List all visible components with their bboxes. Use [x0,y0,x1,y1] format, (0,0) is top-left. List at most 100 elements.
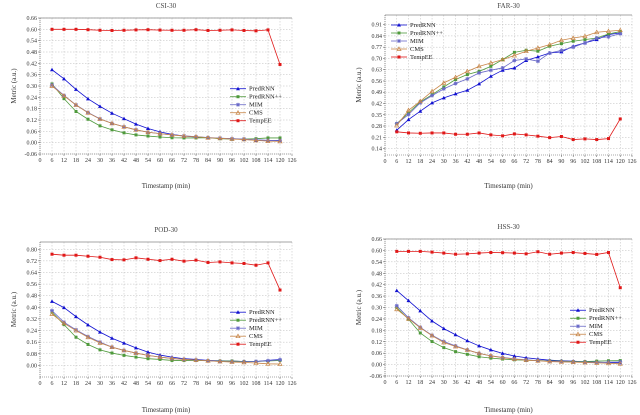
data-point [454,252,458,256]
chart-title: POD-30 [154,226,178,234]
data-point [453,343,458,348]
data-point [477,131,481,135]
y-tick-label: -0.06 [25,152,38,158]
series-line [396,250,621,288]
legend-label: CMS [589,331,603,338]
data-point [229,359,235,364]
data-point [441,339,447,345]
series-mim [50,83,282,143]
x-tick-label: 60 [157,158,163,164]
data-point [489,133,493,137]
legend-label: CMS [249,110,263,117]
x-tick-label: 48 [476,380,482,386]
data-point [501,134,505,138]
data-point [618,286,622,290]
series-cms [394,27,623,128]
data-point [548,252,552,256]
data-point [594,360,600,365]
data-point [595,252,599,256]
data-point [110,28,114,32]
data-point [558,359,565,364]
x-tick-label: 54 [145,158,151,164]
x-tick-label: 90 [217,381,223,387]
data-point [121,124,127,129]
chart-panel-far-30: FAR-30 0 6 12 18 24 30 36 42 48 54 60 66 72 78 84 90 96 10… [355,2,637,190]
data-point [98,255,102,259]
x-tick-label: 12 [406,380,412,386]
x-tick-label: 102 [580,159,589,165]
x-tick-label: 72 [523,159,529,165]
legend-marker [575,331,581,337]
data-point [74,87,78,91]
data-point [606,137,610,141]
data-point [158,259,162,263]
data-point [512,58,517,63]
data-point [86,322,90,327]
data-point [442,346,446,350]
legend-label: TempEE [589,339,612,346]
y-tick-label: 0.06 [27,129,38,135]
chart-title: CSI-30 [156,2,177,10]
data-point [441,95,446,100]
series-line [51,253,281,291]
x-tick-label: 126 [628,380,637,386]
data-point [157,354,163,359]
data-point [74,327,78,332]
x-tick-label: 108 [592,159,601,165]
y-tick-label: 0.49 [372,90,383,96]
data-point [109,120,115,126]
data-point [465,352,469,356]
legend-marker [235,110,241,115]
series-line [396,33,621,124]
x-tick-label: 6 [51,381,54,387]
data-point [453,91,458,96]
x-tick-label: 24 [429,159,435,165]
x-axis-label: Timestamp (min) [484,406,533,414]
x-tick-label: 120 [276,158,285,164]
data-point [430,131,434,135]
x-tick-label: 54 [145,381,151,387]
data-point [181,356,187,362]
data-point [452,74,459,80]
data-point [594,36,599,41]
chart-panel-csi-30: CSI-30 0 6 12 18 24 30 36 42 48 54 60 66 72 78 84 90 96 10… [10,2,297,190]
chart-title: HSS-30 [497,223,520,231]
data-point [218,260,222,264]
x-tick-label: 24 [429,380,435,386]
data-point [205,358,211,363]
y-tick-label: 0.42 [27,61,38,67]
data-point [122,116,126,121]
y-tick-label: 0.28 [372,124,383,130]
data-point [170,28,174,32]
x-tick-label: 12 [61,158,67,164]
data-point [476,63,482,69]
data-point [50,252,54,256]
data-point [205,135,211,140]
data-point [170,136,174,140]
data-point [418,308,423,313]
data-point [133,127,139,132]
x-tick-label: 84 [547,380,553,386]
data-point [453,332,458,337]
data-point [110,128,114,132]
y-tick-label: 0.18 [27,107,38,113]
data-point [571,45,576,50]
data-point [158,135,162,139]
data-point [254,29,258,33]
legend-label: CMS [410,46,424,53]
data-point [217,358,223,364]
data-point [489,356,493,360]
data-point [265,361,271,366]
data-point [500,68,505,72]
data-point [157,130,163,136]
data-point [85,110,91,115]
legend-item: TempEE [230,341,272,348]
x-tick-label: 66 [169,381,175,387]
x-tick-label: 30 [441,380,447,386]
data-point [230,261,234,265]
data-point [571,138,575,142]
x-tick-label: 42 [121,381,127,387]
y-tick-label: 0.12 [372,340,383,346]
data-point [500,355,506,360]
data-point [170,257,174,261]
